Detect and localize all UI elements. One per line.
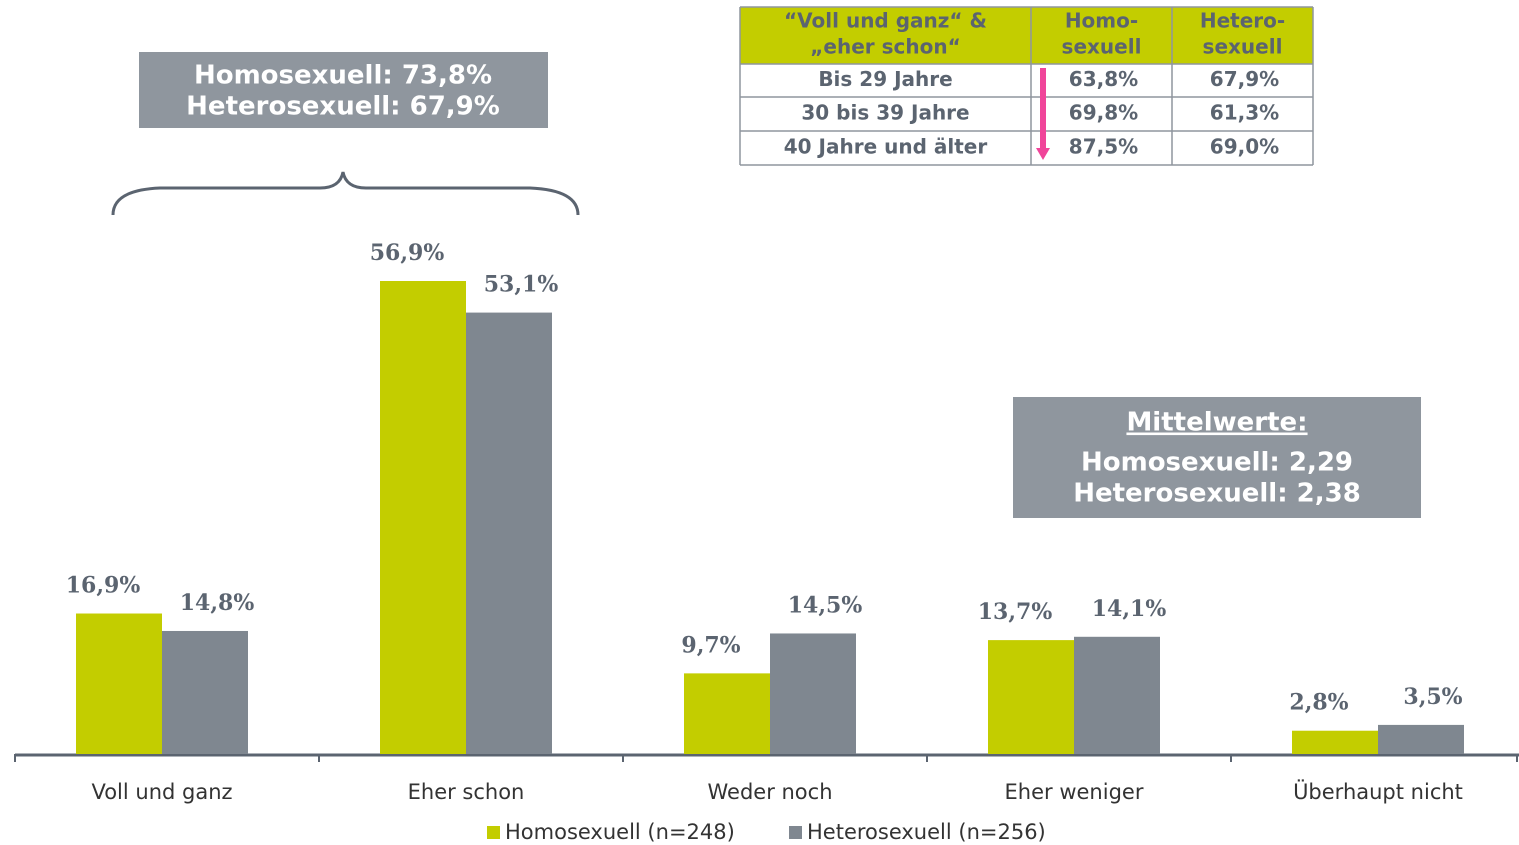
bar	[466, 312, 552, 754]
annotation-box	[1013, 397, 1421, 518]
annotation-text: Heterosexuell: 2,38	[1073, 479, 1361, 509]
table-header: Homo-	[1065, 9, 1138, 33]
legend-label: Homosexuell (n=248)	[505, 820, 735, 844]
bar	[76, 613, 162, 754]
table-cell: 67,9%	[1210, 67, 1279, 91]
table-cell: 87,5%	[1069, 135, 1138, 159]
arrow-head	[1036, 148, 1050, 160]
value-label: 9,7%	[681, 632, 740, 658]
value-label: 53,1%	[484, 272, 559, 298]
table: “Voll und ganz“ &„eher schon“ Homo-sexuel…	[739, 6, 1314, 166]
table-cell: 30 bis 39 Jahre	[801, 101, 969, 125]
x-tick-label: Weder noch	[707, 780, 832, 804]
table-cell: 63,8%	[1069, 67, 1138, 91]
bar	[1074, 636, 1160, 754]
value-label: 56,9%	[370, 240, 445, 266]
bar	[1378, 724, 1464, 754]
legend-swatch	[789, 826, 802, 839]
table-header: “Voll und ganz“ &	[784, 9, 987, 33]
legend-swatch	[487, 826, 500, 839]
annotation-text: Heterosexuell: 67,9%	[186, 92, 500, 122]
bar	[1292, 730, 1378, 754]
table-header: Hetero-	[1200, 9, 1285, 33]
x-tick-label: Eher weniger	[1005, 780, 1144, 804]
table-cell: 40 Jahre und älter	[784, 135, 988, 159]
table-header: sexuell	[1203, 35, 1283, 59]
value-label: 16,9%	[66, 573, 141, 599]
value-label: 2,8%	[1289, 690, 1348, 716]
bar	[684, 673, 770, 754]
table-cell: Bis 29 Jahre	[818, 67, 952, 91]
annotation-text: Homosexuell: 73,8%	[194, 61, 492, 91]
bar	[162, 630, 248, 754]
value-label: 3,5%	[1403, 684, 1462, 710]
table-header: sexuell	[1062, 35, 1142, 59]
value-label: 14,8%	[180, 590, 255, 616]
value-label: 14,5%	[788, 592, 863, 618]
legend-label: Heterosexuell (n=256)	[807, 820, 1046, 844]
x-tick-label: Überhaupt nicht	[1293, 779, 1463, 804]
value-label: 13,7%	[978, 599, 1053, 625]
table-header: „eher schon“	[810, 35, 960, 59]
bar	[770, 633, 856, 754]
x-tick-label: Voll und ganz	[91, 780, 232, 804]
table-cell: 69,8%	[1069, 101, 1138, 125]
brace	[111, 171, 580, 216]
annotation-text: Homosexuell: 2,29	[1081, 448, 1353, 478]
table-header-bg	[740, 7, 1313, 64]
table-cell: 61,3%	[1210, 101, 1279, 125]
annotation-box	[139, 52, 548, 128]
table-cell: 69,0%	[1210, 135, 1279, 159]
bar	[380, 281, 466, 754]
x-tick-label: Eher schon	[408, 780, 525, 804]
annotation-text: Mittelwerte:	[1126, 408, 1307, 438]
value-label: 14,1%	[1092, 596, 1167, 622]
bar	[988, 640, 1074, 754]
